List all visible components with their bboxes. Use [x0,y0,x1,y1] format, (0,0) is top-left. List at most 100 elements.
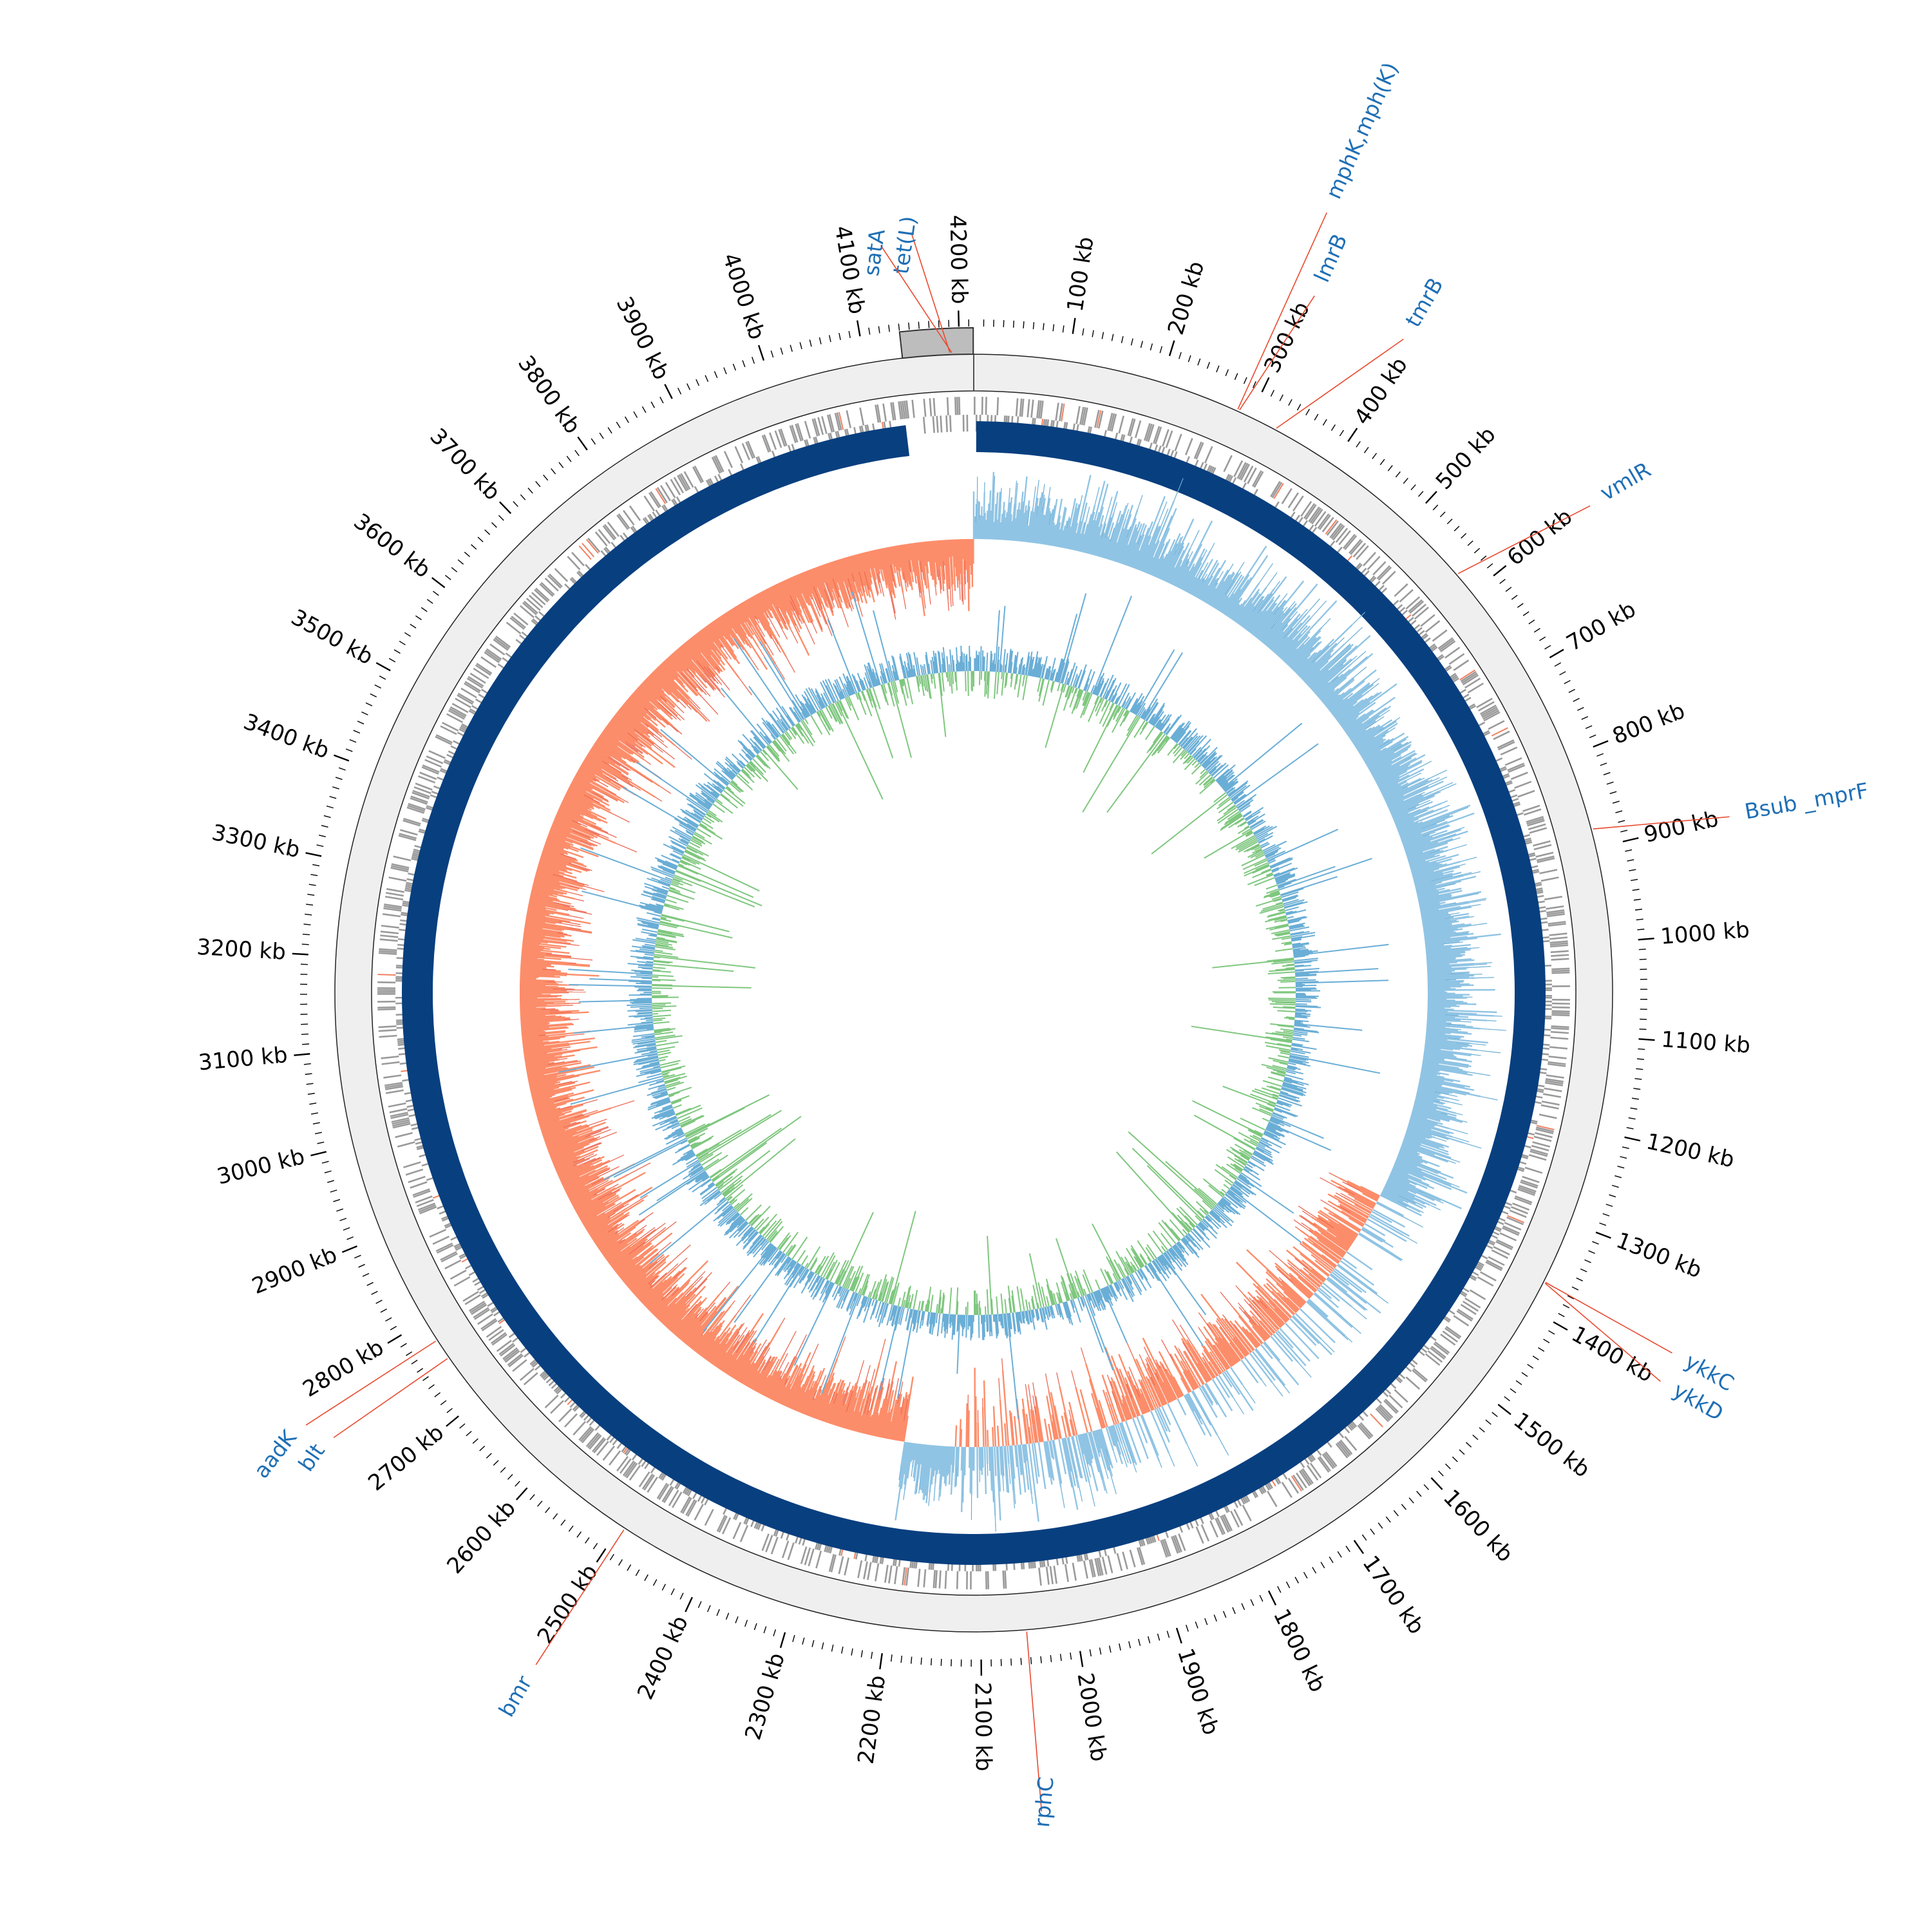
gc-skew-bar [1224,1318,1252,1354]
gc-skew-peak [1233,1323,1241,1333]
feature-mark [1079,406,1084,425]
gc-skew-bar [1345,696,1396,733]
gc-skew-bar [1130,524,1147,567]
gc-skew-bar [1291,1316,1320,1345]
gc-skew-bar [1404,829,1462,850]
gc-skew-bar [1419,902,1440,907]
feature-mark [1195,1526,1204,1544]
gc-skew-bar [1259,1320,1273,1336]
gc-skew-bar [1079,533,1085,552]
gc-skew-bar [920,1444,924,1464]
gc-skew-bar [1048,1390,1059,1439]
gc-skew-bar [1162,554,1175,581]
feature-mark [1520,1179,1539,1187]
feature-mark [1251,470,1262,487]
gc-skew-bar [1212,1323,1240,1362]
feature-mark [1281,1481,1293,1499]
gc-skew-bar [856,1415,862,1432]
gc-skew-peak [842,1381,851,1406]
gc-skew-bar [1184,1394,1195,1412]
feature-mark [1072,1562,1077,1581]
gc-skew-bar [1266,1269,1305,1306]
gc-skew-bar [1148,1357,1171,1403]
gc-skew-bar [1158,1379,1171,1403]
gc-skew-bar [1054,522,1061,547]
gc-skew-bar [715,1352,727,1368]
gc-skew-bar [1119,518,1137,564]
gc-skew-bar [1205,1383,1227,1418]
gc-skew-peak [1306,598,1320,614]
gc-skew-peak [1244,1299,1261,1318]
gc-skew-bar [1409,860,1426,866]
gc-skew-bar [1427,983,1470,986]
feature-mark [1531,1144,1549,1151]
gc-skew-bar [903,1416,909,1442]
gc-skew-peak [1104,1468,1109,1479]
feature-mark [1476,697,1493,708]
feature-mark [385,891,404,897]
gc-skew-bar [1426,1024,1481,1030]
gc-skew-peak [1134,1385,1141,1398]
gc-skew-bar [1336,699,1364,721]
feature-mark [503,1349,519,1361]
gc-skew-bar [1258,610,1283,641]
gc-skew-bar [1414,873,1453,884]
gc-skew-bar [880,1394,891,1438]
gc-skew-peak [611,1100,635,1108]
gc-skew-bar [1087,512,1100,554]
gc-skew-bar [1419,1079,1443,1086]
feature-mark [1546,909,1565,914]
gc-skew-bar [1371,1211,1392,1224]
gc-skew-bar [1391,809,1408,817]
gc-skew-bar [760,1369,774,1395]
gc-skew-bar [1338,1200,1368,1219]
gc-skew-bar [1050,525,1056,546]
gc-skew-bar [983,1380,987,1447]
gc-skew-bar [1358,737,1383,754]
gc-skew-bar [1036,511,1043,544]
gc-content-bar [1220,815,1243,831]
gc-skew-peak [1178,542,1184,555]
gc-skew-bar [1081,514,1092,553]
gc-skew-bar [1390,1173,1410,1183]
feature-mark [1551,1010,1570,1013]
gc-content-bar [1001,672,1003,679]
feature-mark [875,1563,880,1582]
gc-skew-bar [1401,812,1475,840]
feature-mark [1495,1240,1513,1251]
gc-skew-bar [999,513,1003,540]
feature-mark [1147,424,1155,442]
gc-skew-bar [1204,1337,1228,1370]
gc-skew-peak [786,656,795,673]
gc-skew-peak [1253,596,1265,612]
feature-mark [1118,415,1124,434]
gc-skew-bar [1372,764,1392,777]
gc-skew-bar [736,1359,751,1381]
feature-mark [1515,1195,1533,1204]
gc-skew-bar [835,1405,844,1426]
gc-skew-bar [1256,580,1305,639]
gc-skew-bar [1182,548,1206,591]
gc-skew-bar [1255,1348,1286,1386]
feature-mark [1440,640,1456,653]
gc-skew-bar [831,1393,844,1425]
gc-skew-peak [1084,506,1090,529]
gc-skew-peak [1403,1235,1417,1244]
feature-mark [1154,426,1162,444]
feature-mark [435,735,452,746]
gc-skew-bar [1381,1190,1404,1202]
gc-skew-bar [1001,1370,1010,1446]
gc-skew-peak [1235,1285,1244,1295]
feature-mark [1409,600,1425,614]
blast-ring [402,421,1546,1566]
feature-mark [1510,1206,1528,1215]
gc-skew-bar [1303,1267,1323,1285]
feature-mark [440,1251,457,1261]
feature-mark [1344,535,1358,551]
gc-skew-bar [1242,1326,1260,1347]
gc-skew-bar [1407,1124,1464,1144]
gc-skew-bar [1088,1379,1105,1428]
gc-skew-bar [1366,750,1394,767]
gc-skew-bar [1201,1385,1214,1404]
gc-skew-bar [1309,1235,1343,1260]
